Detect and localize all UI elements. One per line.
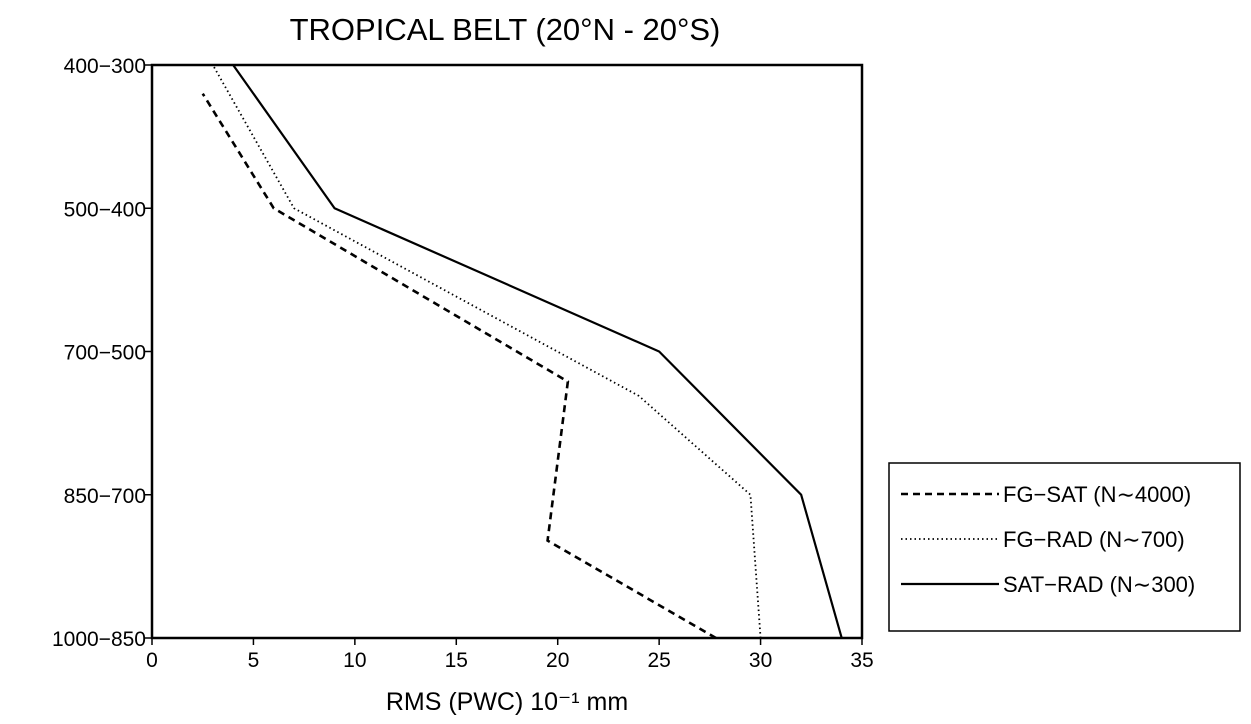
y-tick-label: 1000−850 bbox=[52, 628, 146, 651]
x-tick-label: 15 bbox=[445, 649, 468, 672]
x-tick-label: 35 bbox=[850, 649, 873, 672]
x-tick-label: 0 bbox=[146, 649, 158, 672]
x-axis: 0 5 10 15 20 25 30 35 bbox=[146, 638, 874, 672]
y-axis: 1000−850 850−700 700−500 500−400 400−300 bbox=[52, 55, 152, 651]
y-tick-label: 400−300 bbox=[64, 55, 146, 78]
x-tick-label: 25 bbox=[647, 649, 670, 672]
x-axis-label: RMS (PWC) 10⁻¹ mm bbox=[386, 688, 628, 716]
series-line-dashed bbox=[201, 92, 717, 640]
legend: FG−SAT (N∼4000) FG−RAD (N∼700) SAT−RAD (N∼… bbox=[888, 462, 1241, 632]
legend-label: FG−SAT (N∼4000) bbox=[1003, 482, 1191, 507]
x-tick-label: 5 bbox=[248, 649, 260, 672]
x-tick-label: 10 bbox=[343, 649, 366, 672]
legend-box bbox=[888, 462, 1241, 632]
plot-frame bbox=[150, 63, 864, 640]
legend-label: FG−RAD (N∼700) bbox=[1003, 527, 1185, 552]
y-tick-label: 700−500 bbox=[64, 342, 146, 365]
x-tick-label: 20 bbox=[546, 649, 569, 672]
x-tick-label: 30 bbox=[749, 649, 772, 672]
series-line-dotted bbox=[212, 64, 762, 639]
series-lines bbox=[201, 64, 843, 640]
y-tick-label: 850−700 bbox=[64, 485, 146, 508]
series-line-solid bbox=[232, 64, 843, 639]
chart-title: TROPICAL BELT (20°N - 20°S) bbox=[290, 12, 721, 47]
legend-label: SAT−RAD (N∼300) bbox=[1003, 572, 1195, 597]
y-tick-label: 500−400 bbox=[64, 198, 146, 221]
